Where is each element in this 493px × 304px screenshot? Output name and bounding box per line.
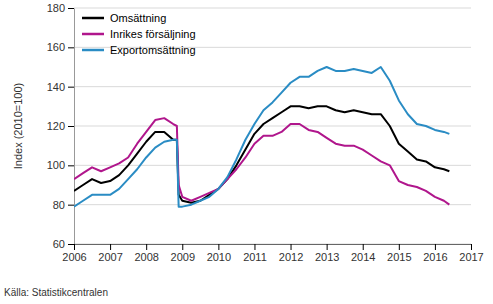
- tick-mark: [399, 244, 400, 250]
- grid-line: [74, 165, 471, 166]
- tick-label: 2014: [351, 251, 375, 263]
- y-axis: 60 80 100 120 140 160 180: [47, 2, 75, 250]
- tick-mark: [68, 47, 74, 48]
- legend-label: Omsättning: [110, 12, 166, 24]
- tick-label: 120: [47, 120, 65, 132]
- tick-mark: [471, 244, 472, 250]
- y-axis-title: Index (2010=100): [12, 83, 24, 170]
- tick-mark: [291, 244, 292, 250]
- tick-mark: [68, 244, 74, 245]
- source: Källa: Statistikcentralen: [4, 287, 108, 298]
- grid-line: [74, 244, 471, 245]
- tick-mark: [110, 244, 111, 250]
- legend: Omsättning Inrikes försäljning Exportomsät…: [82, 12, 196, 56]
- tick-label: 2010: [207, 251, 231, 263]
- tick-mark: [182, 244, 183, 250]
- legend-item: Inrikes försäljning: [82, 28, 196, 40]
- grid: [74, 8, 471, 244]
- tick-label: 2012: [279, 251, 303, 263]
- tick-mark: [68, 87, 74, 88]
- tick-mark: [68, 8, 74, 9]
- tick-mark: [146, 244, 147, 250]
- tick-label: 100: [47, 159, 65, 171]
- tick-mark: [435, 244, 436, 250]
- legend-label: Exportomsättning: [110, 44, 196, 56]
- x-axis: 2006 2007 2008 2009 2010 2011 2012 2013 2014 2015…: [62, 244, 483, 263]
- series-line: [74, 118, 449, 205]
- legend-label: Inrikes försäljning: [110, 28, 196, 40]
- tick-mark: [68, 205, 74, 206]
- tick-mark: [218, 244, 219, 250]
- tick-label: 180: [47, 2, 65, 14]
- series-line: [74, 67, 449, 207]
- tick-label: 2006: [62, 251, 86, 263]
- legend-item: Omsättning: [82, 12, 166, 24]
- grid-line: [74, 86, 471, 87]
- tick-label: 80: [53, 199, 65, 211]
- tick-label: 2011: [243, 251, 267, 263]
- axis-line: [74, 9, 75, 245]
- legend-swatch: [82, 17, 104, 20]
- tick-mark: [254, 244, 255, 250]
- chart: 6080100120140160180200620072008200920102…: [0, 0, 493, 304]
- tick-label: 2013: [315, 251, 339, 263]
- tick-label: 2007: [98, 251, 122, 263]
- tick-mark: [68, 165, 74, 166]
- tick-label: 2009: [171, 251, 195, 263]
- tick-mark: [363, 244, 364, 250]
- tick-label: 160: [47, 41, 65, 53]
- tick-label: 60: [53, 238, 65, 250]
- tick-label: 2015: [387, 251, 411, 263]
- legend-swatch: [82, 33, 104, 36]
- tick-label: 2008: [134, 251, 158, 263]
- tick-label: 2017: [459, 251, 483, 263]
- tick-mark: [327, 244, 328, 250]
- legend-item: Exportomsättning: [82, 44, 196, 56]
- tick-label: 2016: [423, 251, 447, 263]
- grid-line: [74, 204, 471, 205]
- legend-swatch: [82, 49, 104, 52]
- grid-line: [74, 8, 471, 9]
- tick-mark: [74, 244, 75, 250]
- plot-area: [74, 67, 449, 207]
- tick-mark: [68, 126, 74, 127]
- tick-label: 140: [47, 81, 65, 93]
- axis-line: [75, 244, 472, 245]
- grid-line: [74, 126, 471, 127]
